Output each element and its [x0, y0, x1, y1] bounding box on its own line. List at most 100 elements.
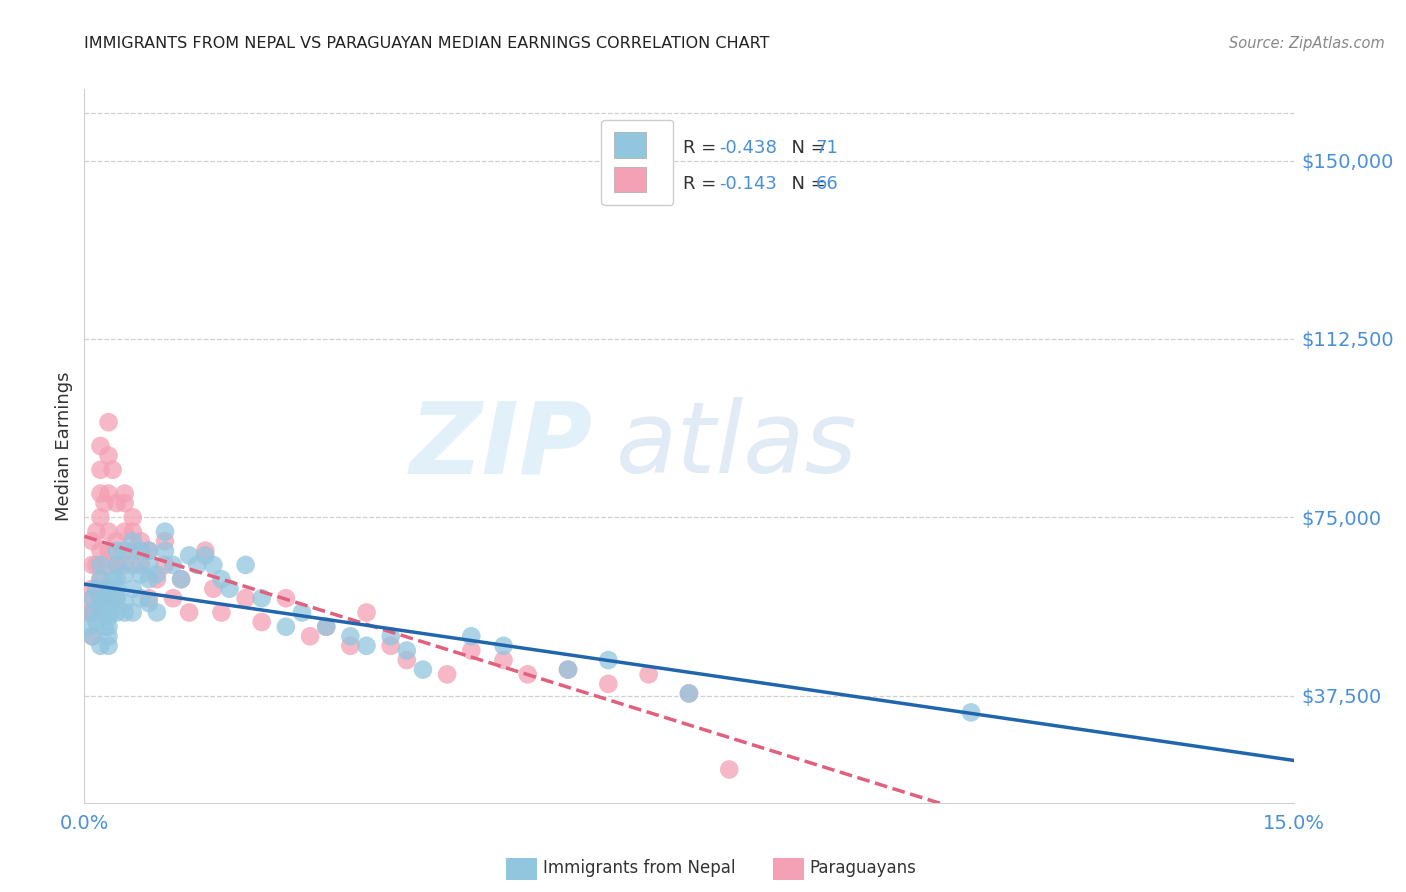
Point — [93, 496, 115, 510]
Text: Source: ZipAtlas.com: Source: ZipAtlas.com — [1229, 36, 1385, 51]
Point — [153, 534, 176, 549]
Point — [598, 653, 620, 667]
Text: Immigrants from Nepal: Immigrants from Nepal — [543, 859, 735, 877]
Text: N =: N = — [780, 139, 831, 157]
Point — [153, 524, 176, 539]
Point — [598, 677, 620, 691]
Point — [105, 582, 128, 596]
Point — [395, 643, 418, 657]
Point — [179, 606, 201, 620]
Point — [121, 510, 143, 524]
Point — [299, 629, 322, 643]
Point — [129, 591, 152, 606]
Point — [82, 591, 104, 606]
Point — [82, 582, 104, 596]
Point — [97, 596, 120, 610]
Point — [146, 606, 169, 620]
Legend: , : , — [602, 120, 673, 205]
Point — [89, 606, 111, 620]
Point — [146, 572, 169, 586]
Point — [105, 534, 128, 549]
Point — [121, 582, 143, 596]
Point — [291, 606, 314, 620]
Point — [557, 663, 579, 677]
Point — [114, 606, 136, 620]
Point — [436, 667, 458, 681]
Point — [82, 629, 104, 643]
Point — [209, 572, 232, 586]
Point — [492, 653, 515, 667]
Point — [97, 629, 120, 643]
Point — [170, 572, 193, 586]
Point — [339, 639, 361, 653]
Point — [516, 667, 538, 681]
Point — [97, 543, 120, 558]
Point — [274, 591, 297, 606]
Point — [121, 524, 143, 539]
Point — [77, 606, 100, 620]
Point — [315, 620, 337, 634]
Point — [492, 639, 515, 653]
Point — [209, 606, 232, 620]
Point — [114, 496, 136, 510]
Point — [89, 486, 111, 500]
Point — [129, 534, 152, 549]
Point — [315, 620, 337, 634]
Point — [105, 558, 128, 572]
Point — [202, 558, 225, 572]
Point — [460, 643, 482, 657]
Point — [86, 582, 108, 596]
Point — [637, 667, 659, 681]
Point — [153, 543, 176, 558]
Point — [380, 639, 402, 653]
Text: -0.143: -0.143 — [720, 175, 778, 193]
Point — [235, 591, 257, 606]
Point — [114, 486, 136, 500]
Point — [138, 572, 160, 586]
Point — [97, 558, 120, 572]
Point — [121, 534, 143, 549]
Point — [179, 549, 201, 563]
Point — [138, 591, 160, 606]
Text: -0.438: -0.438 — [720, 139, 778, 157]
Point — [114, 567, 136, 582]
Point — [89, 558, 111, 572]
Point — [114, 524, 136, 539]
Point — [121, 543, 143, 558]
Point — [678, 686, 700, 700]
Point — [97, 449, 120, 463]
Point — [138, 558, 160, 572]
Point — [114, 558, 136, 572]
Point — [89, 572, 111, 586]
Point — [138, 543, 160, 558]
Point — [194, 543, 217, 558]
Point — [97, 606, 120, 620]
Point — [380, 629, 402, 643]
Point — [97, 486, 120, 500]
Point — [121, 558, 143, 572]
Point — [202, 582, 225, 596]
Text: ZIP: ZIP — [409, 398, 592, 494]
Point — [138, 543, 160, 558]
Point — [105, 496, 128, 510]
Point — [97, 524, 120, 539]
Point — [105, 572, 128, 586]
Point — [105, 606, 128, 620]
Point — [105, 591, 128, 606]
Point — [97, 415, 120, 429]
Point — [339, 629, 361, 643]
Text: 66: 66 — [815, 175, 838, 193]
Point — [105, 558, 128, 572]
Point — [82, 591, 104, 606]
Point — [89, 639, 111, 653]
Point — [678, 686, 700, 700]
Point — [101, 463, 124, 477]
Point — [218, 582, 240, 596]
Point — [395, 653, 418, 667]
Point — [138, 596, 160, 610]
Point — [153, 558, 176, 572]
Point — [194, 549, 217, 563]
Point — [89, 596, 111, 610]
Point — [129, 558, 152, 572]
Point — [89, 510, 111, 524]
